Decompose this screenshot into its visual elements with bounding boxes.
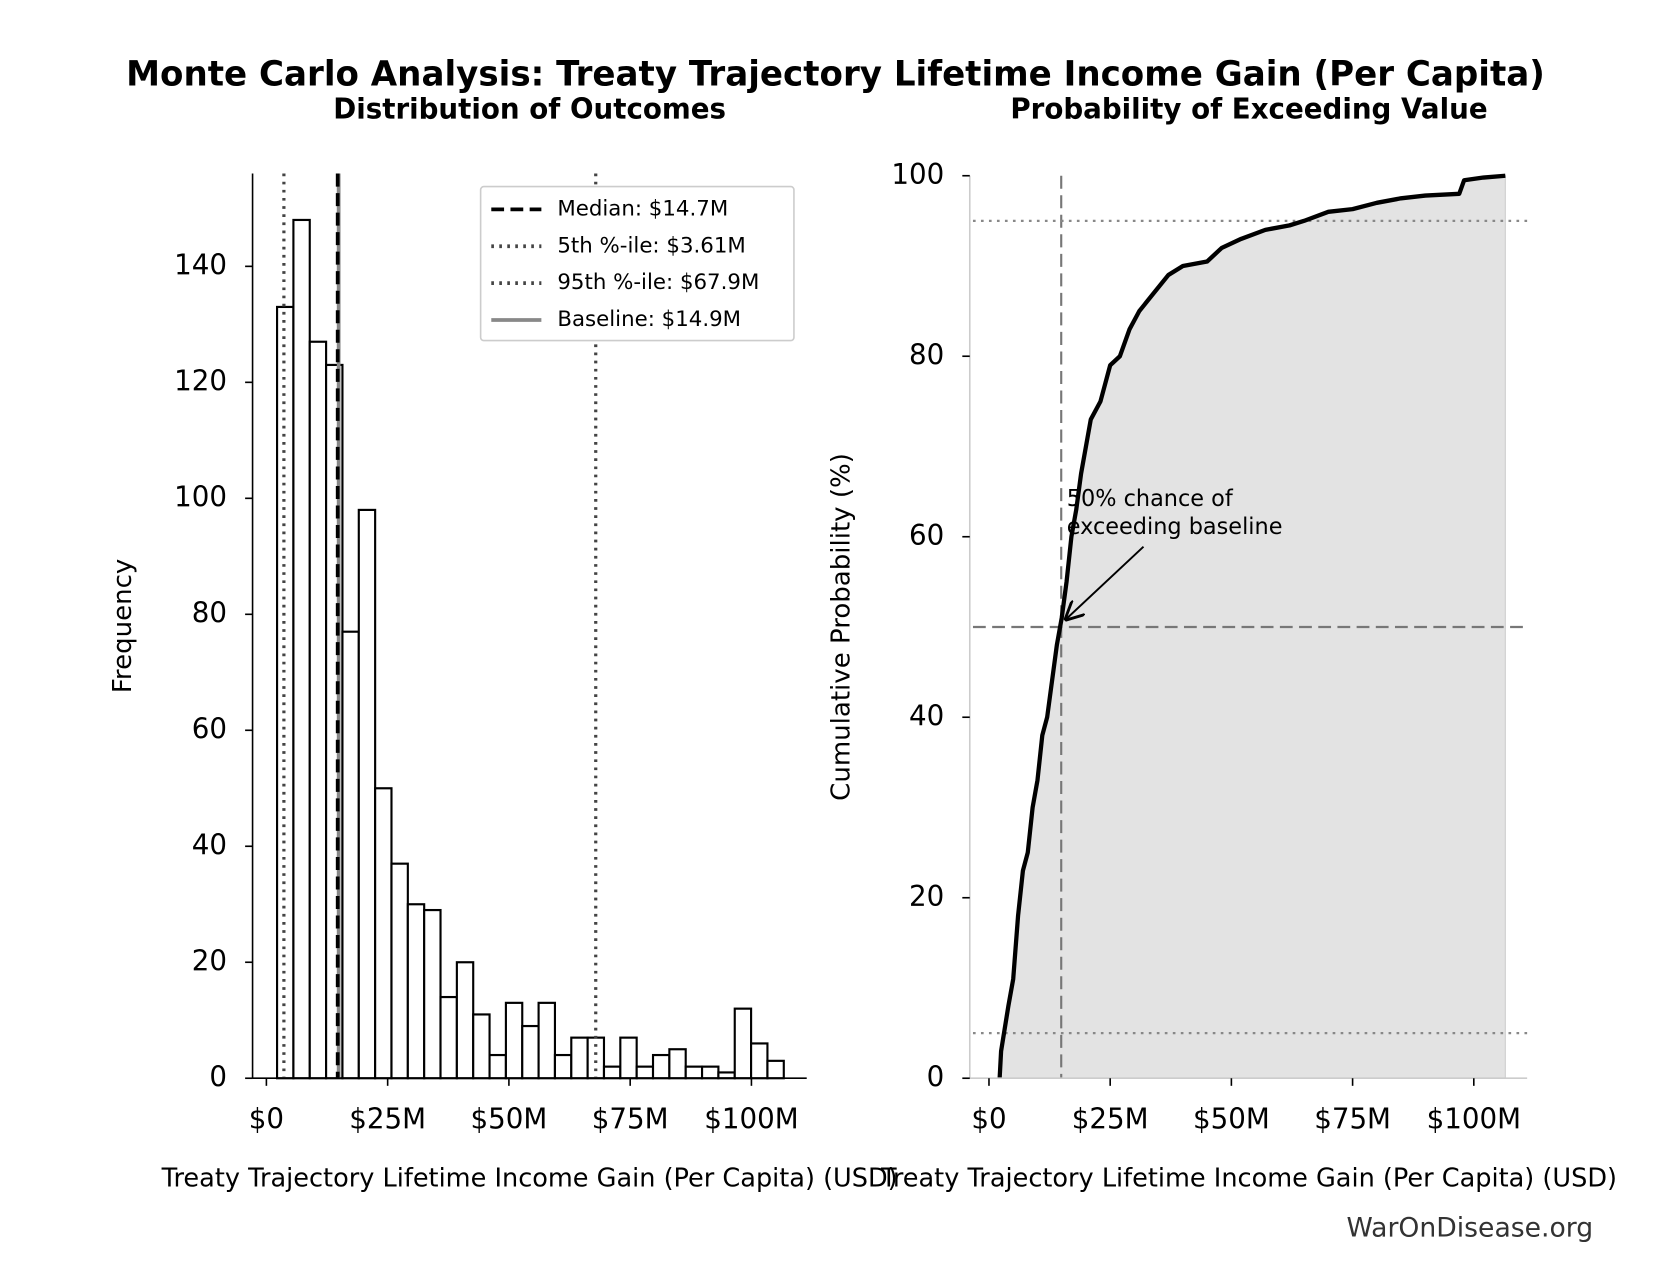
y-tick-label: 120: [174, 364, 227, 397]
histogram-bar: [602, 1065, 622, 1080]
histogram-bar: [455, 961, 475, 1080]
y-tick-label: 0: [209, 1060, 227, 1093]
histogram-bar: [733, 1007, 753, 1080]
histogram-bar: [586, 1036, 606, 1080]
figure-title: Monte Carlo Analysis: Treaty Trajectory …: [126, 54, 1545, 94]
histogram-bar: [504, 1001, 524, 1080]
x-tick-label: $75M: [1314, 1102, 1391, 1135]
histogram-bar: [521, 1024, 540, 1080]
chart-title: Probability of Exceeding Value: [1010, 92, 1487, 125]
x-tick-label: $0: [249, 1102, 284, 1135]
histogram-bar: [341, 630, 360, 1080]
x-tick-label: $25M: [1072, 1102, 1149, 1135]
y-tick-label: 100: [891, 158, 944, 191]
x-tick-label: $100M: [1427, 1102, 1521, 1135]
y-tick-label: 40: [909, 699, 944, 732]
x-tick-label: $100M: [704, 1102, 798, 1135]
histogram-bar: [635, 1065, 655, 1080]
histogram-bar: [717, 1071, 736, 1080]
annotation-arrow: [1065, 545, 1145, 621]
histogram-bar: [619, 1036, 638, 1080]
y-axis-label: Frequency: [108, 559, 138, 693]
histogram-bar: [406, 903, 426, 1080]
histogram-bar: [570, 1036, 589, 1080]
x-tick-label: $0: [971, 1102, 1006, 1135]
y-tick-label: 40: [192, 828, 227, 861]
histogram-bar: [488, 1053, 507, 1080]
legend-label: 95th %-ile: $67.9M: [557, 270, 759, 295]
x-axis-label: Treaty Trajectory Lifetime Income Gain (…: [880, 1163, 1617, 1193]
legend-label: Baseline: $14.9M: [557, 307, 741, 332]
cdf-line: [997, 173, 1506, 1079]
y-tick-label: 0: [927, 1060, 945, 1093]
y-tick-label: 60: [192, 712, 227, 745]
histogram-bar: [750, 1042, 769, 1080]
y-tick-label: 80: [909, 338, 944, 371]
histogram-bar: [275, 305, 295, 1080]
x-tick-label: $50M: [471, 1102, 548, 1135]
y-tick-label: 100: [174, 480, 227, 513]
histogram-bar: [390, 862, 409, 1080]
histogram-bar: [700, 1065, 720, 1080]
chart-title: Distribution of Outcomes: [333, 92, 726, 125]
y-tick-label: 140: [174, 248, 227, 281]
histogram-bar: [423, 908, 442, 1080]
x-tick-label: $75M: [592, 1102, 669, 1135]
histogram-bar: [684, 1065, 704, 1080]
y-tick-label: 80: [192, 596, 227, 629]
histogram-bar: [472, 1013, 491, 1080]
histogram-bar: [374, 787, 393, 1080]
x-tick-label: $50M: [1193, 1102, 1270, 1135]
legend-label: 5th %-ile: $3.61M: [557, 233, 745, 258]
histogram-bar: [357, 508, 377, 1080]
y-tick-label: 20: [192, 944, 227, 977]
histogram-bar: [553, 1053, 573, 1080]
legend-label: Median: $14.7M: [557, 196, 728, 221]
histogram-bar: [292, 218, 311, 1080]
histogram-bar: [308, 340, 328, 1080]
y-tick-label: 20: [909, 880, 944, 913]
histogram-bar: [668, 1048, 687, 1080]
x-axis-label: Treaty Trajectory Lifetime Income Gain (…: [161, 1163, 898, 1193]
x-tick-label: $25M: [349, 1102, 426, 1135]
y-axis-label: Cumulative Probability (%): [827, 453, 857, 801]
legend-box: [479, 185, 795, 342]
y-tick-label: 60: [909, 519, 944, 552]
watermark: WarOnDisease.org: [1347, 1212, 1594, 1243]
histogram-bar: [651, 1053, 671, 1080]
histogram-bar: [439, 995, 458, 1080]
histogram-bar: [537, 1001, 557, 1080]
histogram-bar: [766, 1059, 785, 1080]
annotation: 50% chance of exceeding baseline: [1067, 485, 1283, 539]
